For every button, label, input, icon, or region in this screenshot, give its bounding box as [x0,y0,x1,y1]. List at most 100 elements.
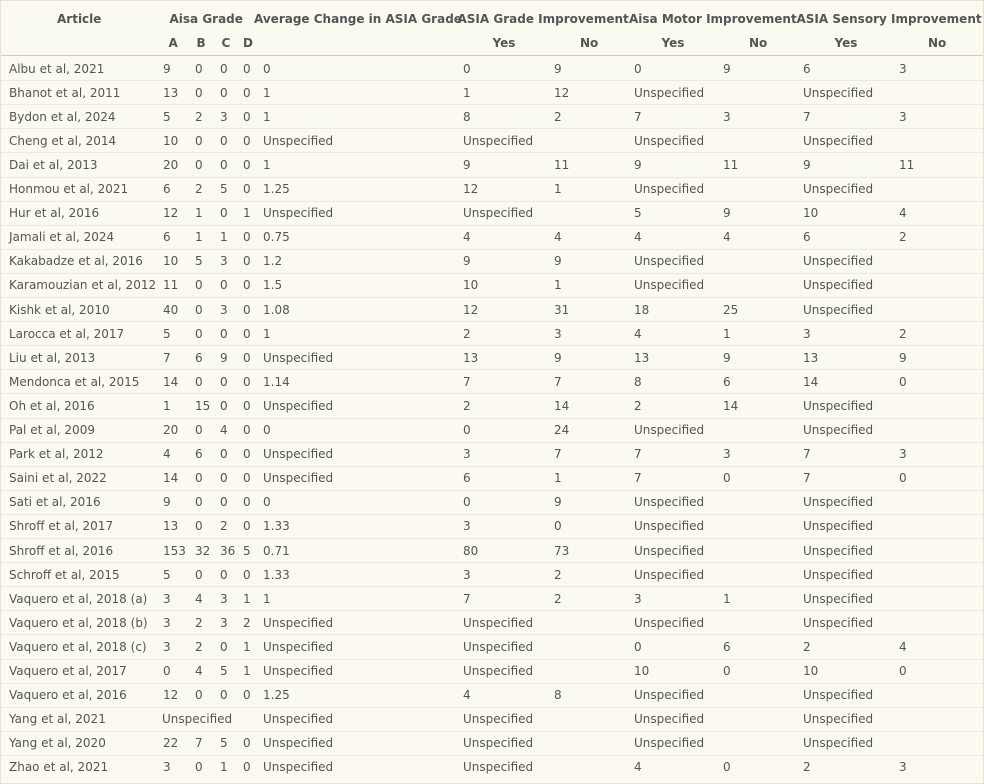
improvement-cell: 9 [723,350,731,365]
grade-cell: 0 [243,61,251,76]
grade-cell: 0 [195,133,203,148]
improvement-cell: 3 [463,519,471,534]
improvement-cell: Unspecified [803,495,874,510]
avg-change: Unspecified [263,398,334,413]
article: Bydon et al, 2024 [9,109,116,124]
improvement-cell: 9 [463,254,471,269]
grade-cell: 12 [163,206,179,221]
improvement-cell: 3 [899,109,907,124]
improvement-cell: 9 [554,495,562,510]
grade-cell: 2 [220,519,228,534]
grade-cell: 3 [163,591,171,606]
improvement-cell: Unspecified [803,398,874,413]
grade-cell: 20 [163,157,179,172]
grade-cell: 0 [220,326,228,341]
improvement-cell: 10 [803,206,819,221]
grade-cell: 4 [220,423,228,438]
row-divider [1,369,983,370]
improvement-cell: 14 [723,398,739,413]
improvement-cell: 9 [723,61,731,76]
row-divider [1,201,983,202]
grade-cell: 5 [163,326,171,341]
improvement-cell: 1 [554,182,562,197]
improvement-cell: 4 [634,760,642,775]
improvement-cell: Unspecified [634,567,705,582]
row-divider [1,128,983,129]
grade-cell: 5 [163,109,171,124]
improvement-cell: 3 [554,326,562,341]
improvement-cell: 25 [723,302,739,317]
article: Saini et al, 2022 [9,471,107,486]
sub-header: No [928,36,947,50]
grade-cell: 2 [195,639,203,654]
improvement-cell: Unspecified [463,760,534,775]
improvement-cell: 13 [463,350,479,365]
improvement-cell: 1 [723,326,731,341]
row-divider [1,297,983,298]
grade-cell: 0 [195,374,203,389]
grade-cell: 40 [163,302,179,317]
improvement-cell: 4 [463,688,471,703]
improvement-cell: Unspecified [803,519,874,534]
article: Karamouzian et al, 2012 [9,278,157,293]
improvement-cell: 2 [463,398,471,413]
improvement-cell: 7 [634,471,642,486]
improvement-cell: 0 [723,664,731,679]
improvement-cell: 18 [634,302,650,317]
improvement-cell: 2 [554,567,562,582]
row-divider [1,755,983,756]
article: Bhanot et al, 2011 [9,85,121,100]
improvement-cell: 4 [634,230,642,245]
improvement-cell: 1 [723,591,731,606]
grade-cell: 0 [243,688,251,703]
article: Vaquero et al, 2018 (a) [9,591,148,606]
improvement-cell: Unspecified [803,85,874,100]
avg-change: 1.14 [263,374,290,389]
improvement-cell: Unspecified [634,133,705,148]
avg-change: 1.2 [263,254,283,269]
improvement-cell: 24 [554,423,570,438]
avg-change: Unspecified [263,447,334,462]
improvement-cell: Unspecified [634,712,705,727]
grade-cell: 5 [220,182,228,197]
avg-change: 0.75 [263,230,290,245]
row-divider [1,538,983,539]
row-divider [1,393,983,394]
column-header: Aisa Grade [169,12,243,26]
sub-header: D [243,36,253,50]
improvement-cell: Unspecified [463,664,534,679]
improvement-cell: 2 [803,760,811,775]
improvement-cell: Unspecified [463,206,534,221]
grade-cell: 5 [220,664,228,679]
improvement-cell: 7 [554,374,562,389]
improvement-cell: 5 [634,206,642,221]
avg-change: Unspecified [263,712,334,727]
grade-cell: 0 [195,760,203,775]
avg-change: 0 [263,423,271,438]
improvement-cell: 8 [554,688,562,703]
improvement-cell: 3 [803,326,811,341]
improvement-cell: 3 [723,109,731,124]
grade-cell: 0 [243,157,251,172]
grade-cell: 0 [195,157,203,172]
article: Vaquero et al, 2017 [9,664,127,679]
improvement-cell: 13 [803,350,819,365]
grade-cell: 0 [243,302,251,317]
improvement-cell: 13 [634,350,650,365]
grade-cell: 0 [195,61,203,76]
improvement-cell: 4 [723,230,731,245]
sub-header: No [749,36,768,50]
improvement-cell: 12 [463,302,479,317]
grade-cell: 0 [243,85,251,100]
improvement-cell: 9 [899,350,907,365]
improvement-cell: 0 [634,61,642,76]
row-divider [1,514,983,515]
improvement-cell: Unspecified [803,182,874,197]
grade-cell: 0 [243,182,251,197]
row-divider [1,442,983,443]
improvement-cell: Unspecified [803,736,874,751]
improvement-cell: 0 [723,760,731,775]
improvement-cell: Unspecified [634,495,705,510]
sub-header: B [196,36,206,50]
avg-change: 1 [263,591,271,606]
